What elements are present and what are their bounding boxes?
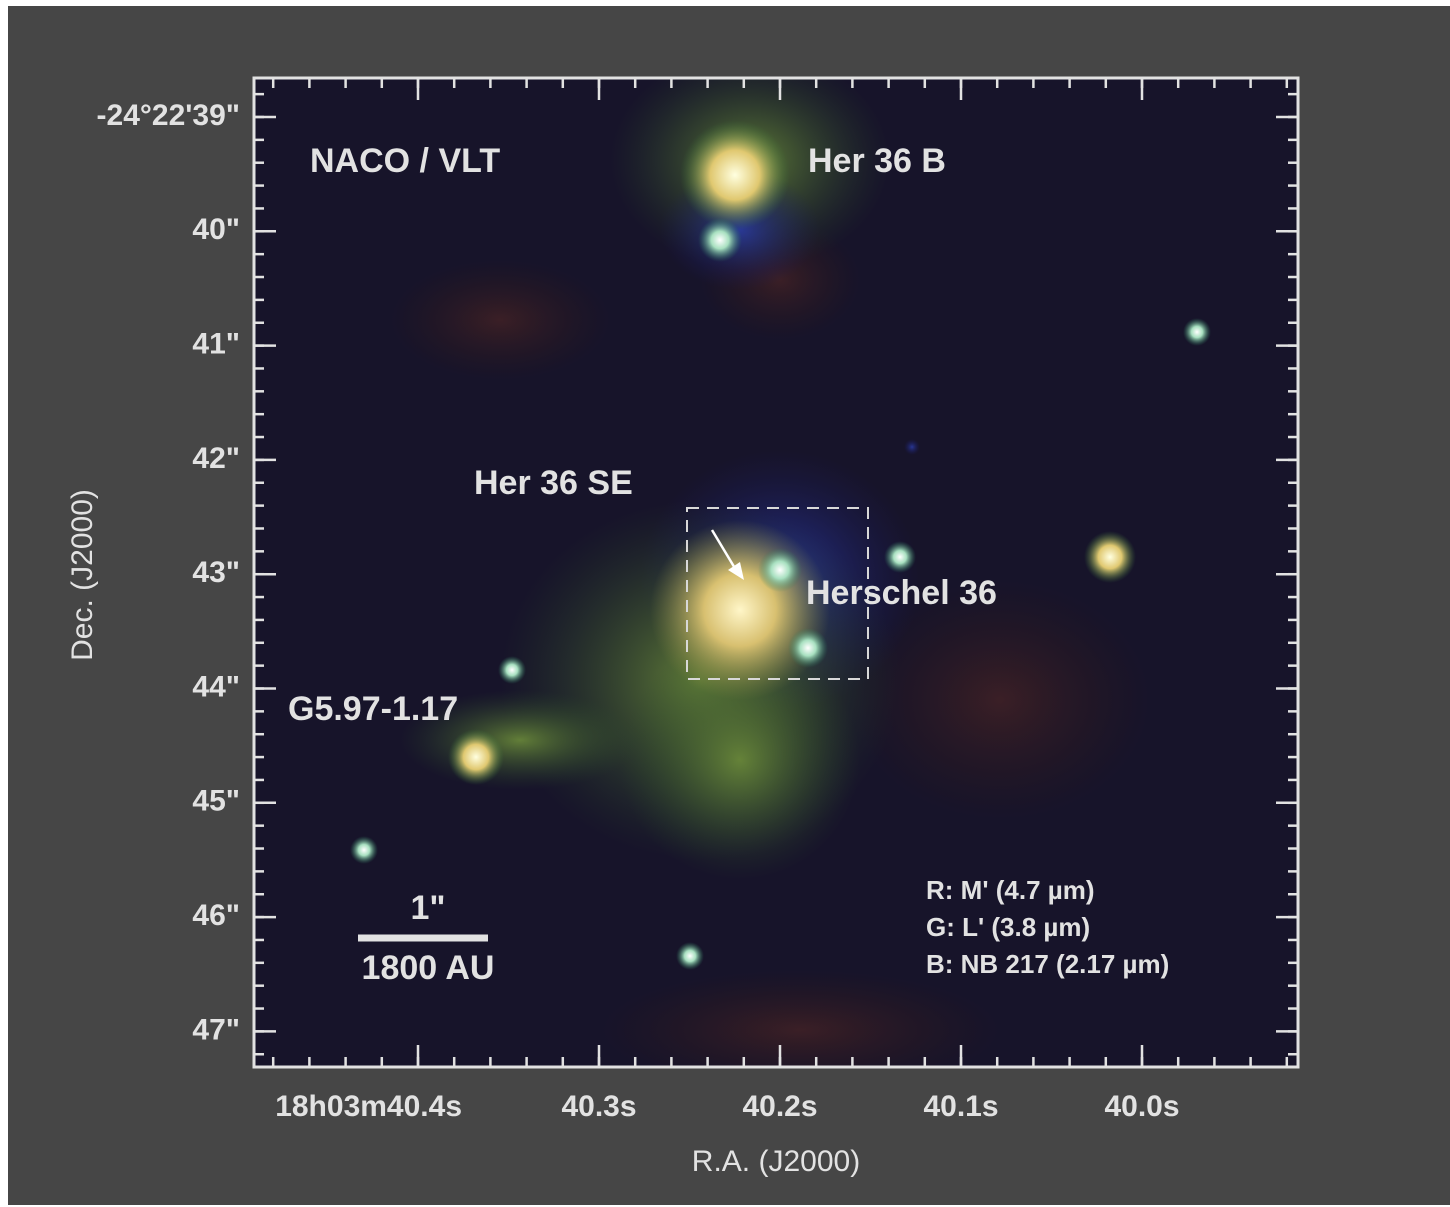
y-tick-label: 40" — [192, 213, 240, 246]
x-tick-label: 40.0s — [1104, 1090, 1179, 1123]
y-tick-label: 41" — [192, 328, 240, 361]
y-tick-label: 45" — [192, 785, 240, 818]
band-legend: R: M' (4.7 µm) — [926, 875, 1095, 905]
star-label: Her 36 B — [808, 142, 946, 180]
y-tick-label: -24°22'39" — [97, 99, 240, 132]
band-legend: G: L' (3.8 µm) — [926, 912, 1090, 942]
instrument-label: NACO / VLT — [310, 142, 500, 180]
scale-distance: 1800 AU — [362, 949, 495, 987]
star-label: Herschel 36 — [806, 574, 997, 612]
star-label: G5.97-1.17 — [288, 690, 458, 728]
band-legend: B: NB 217 (2.17 µm) — [926, 949, 1169, 979]
x-tick-label: 40.3s — [561, 1090, 636, 1123]
scale-angle: 1" — [410, 889, 445, 927]
x-tick-label: 40.2s — [742, 1090, 817, 1123]
x-axis-label: R.A. (J2000) — [692, 1145, 860, 1178]
star-label: Her 36 SE — [474, 464, 633, 502]
figure: NACO / VLT Her 36 B Her 36 SE Herschel 3… — [0, 0, 1450, 1207]
y-tick-label: 43" — [192, 556, 240, 589]
x-tick-label: 40.1s — [923, 1090, 998, 1123]
y-tick-label: 46" — [192, 899, 240, 932]
x-tick-label: 18h03m40.4s — [275, 1090, 462, 1123]
y-tick-label: 44" — [192, 670, 240, 703]
y-tick-label: 47" — [192, 1013, 240, 1046]
y-tick-label: 42" — [192, 442, 240, 475]
y-axis-label: Dec. (J2000) — [66, 489, 99, 661]
sky-image — [254, 50, 1298, 1090]
